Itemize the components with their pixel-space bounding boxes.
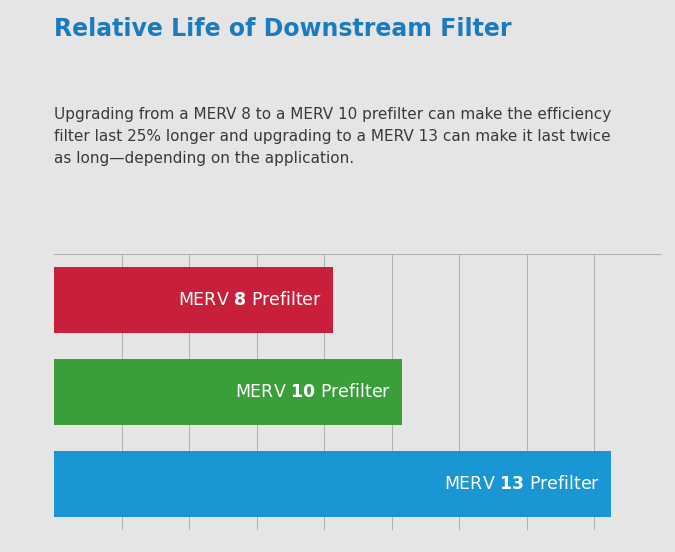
Text: MERV $\mathbf{8}$ Prefilter: MERV $\mathbf{8}$ Prefilter [178,291,321,309]
Text: MERV $\mathbf{10}$ Prefilter: MERV $\mathbf{10}$ Prefilter [236,383,392,401]
Text: Relative Life of Downstream Filter: Relative Life of Downstream Filter [54,17,512,40]
Bar [54,267,333,333]
Text: MERV $\mathbf{13}$ Prefilter: MERV $\mathbf{13}$ Prefilter [444,475,600,493]
Bar [54,451,612,517]
Text: Upgrading from a MERV 8 to a MERV 10 prefilter can make the efficiency
filter la: Upgrading from a MERV 8 to a MERV 10 pre… [54,107,612,167]
Bar [54,359,402,425]
